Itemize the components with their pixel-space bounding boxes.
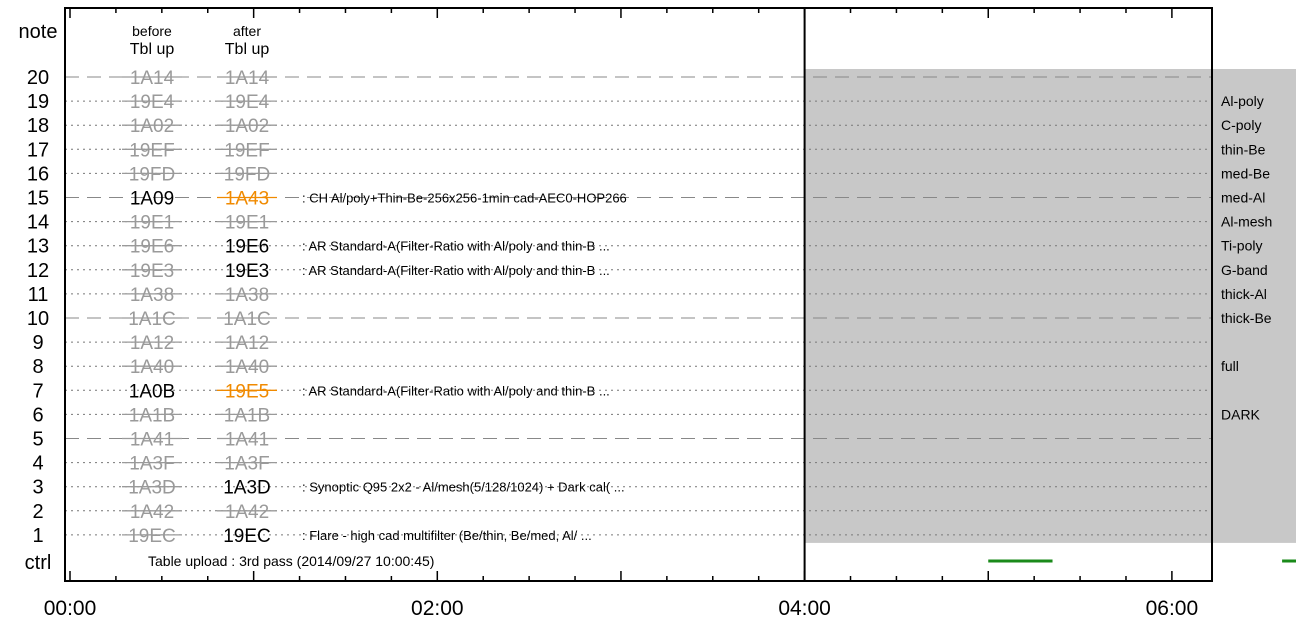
before-code: 19EC <box>128 526 176 547</box>
after-code: 1A1C <box>223 309 271 330</box>
after-code: 19FD <box>224 164 270 185</box>
row-number-label: 13 <box>27 236 49 258</box>
x-tick-label: 06:00 <box>1146 597 1199 620</box>
after-code: 19EF <box>224 140 269 161</box>
x-tick-label: 02:00 <box>411 597 464 620</box>
program-description: : AR Standard-A(Filter-Ratio with Al/pol… <box>302 263 610 278</box>
row-number-label: 12 <box>27 260 49 282</box>
filter-label: Al-mesh <box>1221 214 1272 230</box>
before-code: 1A38 <box>130 285 174 306</box>
after-header-line2: Tbl up <box>225 41 270 58</box>
row-number-label: 3 <box>32 477 43 499</box>
plot-frame <box>64 7 1213 582</box>
row-number-label: 9 <box>32 332 43 354</box>
program-description: : CH Al/poly+Thin-Be-256x256-1min cad-AE… <box>302 191 627 206</box>
row-number-label: 2 <box>32 501 43 523</box>
before-code: 19E4 <box>130 92 175 113</box>
before-header-line1: before <box>132 23 172 39</box>
note-header: note <box>19 21 58 43</box>
before-code: 1A02 <box>130 116 174 137</box>
after-code: 1A3F <box>224 454 269 475</box>
after-code: 19E1 <box>225 213 269 234</box>
x-tick-label: 00:00 <box>44 597 97 620</box>
row-number-label: 20 <box>27 67 49 89</box>
after-code: 19E5 <box>225 381 269 402</box>
before-code: 19E6 <box>130 237 174 258</box>
row-number-label: 8 <box>32 356 43 378</box>
program-description: : AR Standard-A(Filter-Ratio with Al/pol… <box>302 383 610 398</box>
filter-label: C-poly <box>1221 117 1261 133</box>
x-tick-label: 04:00 <box>778 597 831 620</box>
after-code: 1A41 <box>225 430 269 451</box>
filter-label: med-Be <box>1221 165 1270 181</box>
shaded-interval <box>804 69 1296 543</box>
filter-label: G-band <box>1221 262 1268 278</box>
after-code: 19E6 <box>225 237 269 258</box>
after-code: 1A40 <box>225 357 269 378</box>
before-code: 1A3F <box>129 454 174 475</box>
program-description: : AR Standard-A(Filter-Ratio with Al/pol… <box>302 239 610 254</box>
row-number-label: 10 <box>27 308 49 330</box>
row-number-label: 19 <box>27 91 49 113</box>
row-number-label: 6 <box>32 404 43 426</box>
after-code: 1A3D <box>223 478 271 499</box>
after-code: 1A1B <box>224 405 270 426</box>
row-number-label: 4 <box>32 453 43 475</box>
filter-label: Al-poly <box>1221 93 1264 109</box>
row-number-label: 14 <box>27 212 49 234</box>
before-code: 1A42 <box>130 502 174 523</box>
row-number-label: 1 <box>32 525 43 547</box>
after-code: 1A38 <box>225 285 269 306</box>
before-code: 1A41 <box>130 430 174 451</box>
before-code: 1A3D <box>128 478 176 499</box>
row-number-label: 16 <box>27 163 49 185</box>
before-code: 1A0B <box>129 381 175 402</box>
filter-label: full <box>1221 358 1239 374</box>
after-code: 1A42 <box>225 502 269 523</box>
after-code: 1A12 <box>225 333 269 354</box>
before-code: 19E1 <box>130 213 174 234</box>
before-code: 1A12 <box>130 333 174 354</box>
after-header-line1: after <box>233 23 261 39</box>
program-description: : Flare - high cad multifilter (Be/thin,… <box>302 528 592 543</box>
after-code: 1A02 <box>225 116 269 137</box>
after-code: 1A43 <box>225 189 269 210</box>
filter-label: Ti-poly <box>1221 238 1263 254</box>
row-number-label: 11 <box>28 284 49 306</box>
before-header-line2: Tbl up <box>130 41 175 58</box>
row-number-label: 18 <box>27 115 49 137</box>
before-code: 1A09 <box>130 189 174 210</box>
program-description: : Synoptic Q95 2x2 - Al/mesh(5/128/1024)… <box>302 480 625 495</box>
text-layer: note ctrl Table upload : 3rd pass (2014/… <box>19 21 1273 574</box>
row-number-label: 15 <box>27 188 49 210</box>
activity-layer <box>988 559 1296 563</box>
filter-label: DARK <box>1221 406 1261 422</box>
before-code: 19FD <box>129 164 175 185</box>
filter-label: med-Al <box>1221 190 1265 206</box>
after-code: 1A14 <box>225 68 270 89</box>
after-code: 19E3 <box>225 261 269 282</box>
row-number-label: 17 <box>27 139 49 161</box>
before-code: 19E3 <box>130 261 174 282</box>
before-code: 1A40 <box>130 357 174 378</box>
row-number-label: 5 <box>32 429 43 451</box>
filter-label: thick-Be <box>1221 310 1272 326</box>
ctrl-label: ctrl <box>25 552 52 574</box>
before-code: 1A14 <box>130 68 175 89</box>
before-code: 1A1B <box>129 405 175 426</box>
filter-label: thin-Be <box>1221 141 1266 157</box>
row-number-label: 7 <box>32 380 43 402</box>
before-code: 1A1C <box>128 309 176 330</box>
filter-label: thick-Al <box>1221 286 1267 302</box>
ctrl-text: Table upload : 3rd pass (2014/09/27 10:0… <box>148 553 434 569</box>
before-code: 19EF <box>129 140 174 161</box>
after-code: 19EC <box>223 526 271 547</box>
grid-layer <box>65 76 1212 536</box>
after-code: 19E4 <box>225 92 270 113</box>
